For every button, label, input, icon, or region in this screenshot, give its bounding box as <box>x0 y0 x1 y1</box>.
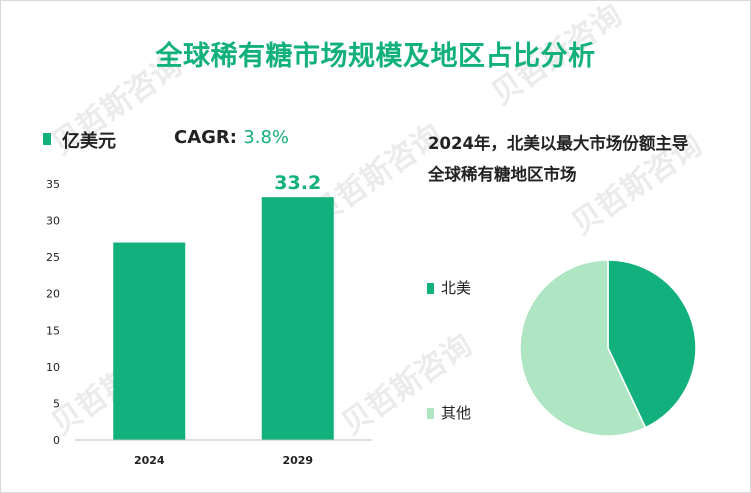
legend-label: 北美 <box>441 279 472 297</box>
pie-title-line1: 2024年，北美以最大市场份额主导 <box>428 134 689 153</box>
y-tick-label: 25 <box>46 251 60 264</box>
cagr-value: 3.8% <box>243 127 289 148</box>
pie-slice <box>607 259 697 429</box>
data-label: 33.2 <box>274 172 321 194</box>
bar <box>113 242 186 440</box>
legend-item-north-america: 北美 <box>427 277 471 298</box>
bar <box>261 197 334 440</box>
legend-swatch <box>427 283 434 294</box>
pie-slice <box>519 259 647 437</box>
y-tick-label: 35 <box>46 178 60 191</box>
pie-title-line2: 全球稀有糖地区市场 <box>428 165 577 184</box>
y-tick-label: 15 <box>46 324 60 337</box>
cagr-text: CAGR: 3.8% <box>174 127 289 148</box>
y-tick-label: 20 <box>46 288 60 301</box>
unit-marker <box>43 133 51 145</box>
pie-title: 2024年，北美以最大市场份额主导 全球稀有糖地区市场 <box>428 128 688 190</box>
legend-swatch <box>427 408 434 419</box>
y-tick-label: 30 <box>46 215 60 228</box>
page-title: 全球稀有糖市场规模及地区占比分析 <box>155 41 596 72</box>
cagr-label: CAGR: <box>174 127 237 148</box>
x-tick-label: 2029 <box>282 454 313 467</box>
y-tick-label: 10 <box>46 361 60 374</box>
y-tick-label: 0 <box>53 434 60 447</box>
legend-item-other: 其他 <box>427 402 471 423</box>
x-tick-label: 2024 <box>134 454 165 467</box>
y-tick-label: 5 <box>53 397 60 410</box>
legend-label: 其他 <box>441 404 472 422</box>
unit-label: 亿美元 <box>62 131 116 152</box>
